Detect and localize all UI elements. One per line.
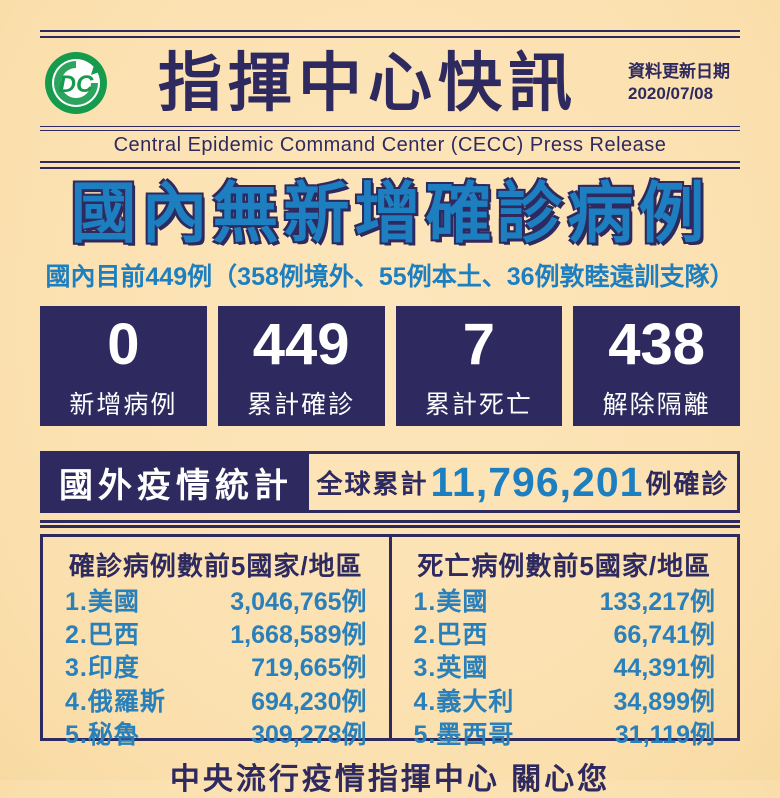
table-row: 2.巴西 1,668,589例 — [63, 621, 369, 650]
global-stats-bar: 國外疫情統計 全球累計 11,796,201 例確診 — [40, 451, 740, 514]
cdc-logo-text: DC — [59, 71, 94, 98]
table-title: 確診病例數前5國家/地區 — [68, 551, 363, 582]
deaths-table: 死亡病例數前5國家/地區 1.美國 133,217例 2.巴西 66,741例 … — [388, 537, 738, 749]
table-row: 4.俄羅斯 694,230例 — [63, 688, 369, 717]
case-count: 31,119例 — [614, 720, 715, 749]
section-double-rule — [40, 520, 740, 529]
case-count: 133,217例 — [599, 587, 715, 616]
header-bottom-rule — [40, 161, 740, 169]
stat-label: 解除隔離 — [602, 390, 711, 419]
global-total-value: 11,796,201 — [430, 458, 644, 505]
country-name: 3.英國 — [413, 654, 489, 683]
case-count: 1,668,589例 — [230, 621, 367, 650]
header: DC 指揮中心快訊 資料更新日期 2020/07/08 — [40, 40, 740, 126]
country-name: 5.墨西哥 — [413, 720, 515, 749]
case-count: 694,230例 — [251, 687, 367, 716]
stat-value: 0 — [107, 311, 140, 377]
stat-label: 累計確診 — [247, 390, 356, 419]
case-count: 34,899例 — [613, 687, 715, 716]
footer-slogan: 中央流行疫情指揮中心 關心您 — [169, 763, 611, 797]
table-row: 5.墨西哥 31,119例 — [412, 721, 718, 750]
stat-new-cases: 0 新增病例 — [40, 306, 207, 427]
table-row: 5.秘魯 309,278例 — [63, 721, 369, 750]
stat-value: 7 — [462, 311, 495, 377]
domestic-breakdown: 國內目前449例（358例境外、55例本土、36例敦睦遠訓支隊） — [45, 263, 735, 292]
stat-label: 新增病例 — [69, 390, 178, 419]
stat-released: 438 解除隔離 — [573, 306, 740, 427]
global-total-suffix: 例確診 — [645, 468, 730, 499]
table-title: 死亡病例數前5國家/地區 — [417, 551, 712, 582]
table-row: 4.義大利 34,899例 — [412, 688, 718, 717]
stat-total-confirmed: 449 累計確診 — [217, 306, 385, 427]
table-row: 1.美國 3,046,765例 — [63, 588, 369, 617]
update-date-value: 2020/07/08 — [628, 84, 714, 103]
global-section-title: 國外疫情統計 — [43, 454, 309, 511]
case-count: 719,665例 — [251, 654, 367, 683]
global-total-prefix: 全球累計 — [316, 468, 429, 499]
country-name: 4.俄羅斯 — [65, 687, 166, 716]
country-name: 4.義大利 — [413, 687, 515, 716]
table-row: 2.巴西 66,741例 — [412, 621, 718, 650]
update-date: 資料更新日期 2020/07/08 — [628, 61, 740, 105]
update-date-label: 資料更新日期 — [628, 61, 730, 81]
country-tables: 確診病例數前5國家/地區 1.美國 3,046,765例 2.巴西 1,668,… — [40, 534, 740, 749]
stat-label: 累計死亡 — [424, 390, 533, 419]
stat-value: 438 — [608, 311, 706, 377]
country-name: 1.美國 — [65, 587, 140, 616]
top-double-rule — [40, 30, 740, 38]
case-count: 3,046,765例 — [230, 587, 367, 616]
press-release-page: DC 指揮中心快訊 資料更新日期 2020/07/08 Central Epid… — [40, 30, 740, 796]
country-name: 3.印度 — [65, 654, 140, 683]
country-name: 5.秘魯 — [65, 720, 140, 749]
table-row: 3.英國 44,391例 — [412, 654, 718, 683]
stat-boxes: 0 新增病例 449 累計確診 7 累計死亡 438 解除隔離 — [40, 306, 740, 427]
stat-total-deaths: 7 累計死亡 — [395, 306, 563, 427]
english-subtitle: Central Epidemic Command Center (CECC) P… — [113, 134, 667, 156]
table-row: 1.美國 133,217例 — [412, 588, 718, 617]
main-headline: 國內無新增確診病例 — [70, 176, 710, 250]
global-total: 全球累計 11,796,201 例確診 — [309, 454, 737, 510]
page-title: 指揮中心快訊 — [158, 47, 578, 119]
case-count: 309,278例 — [251, 720, 367, 749]
stat-value: 449 — [252, 311, 350, 377]
cdc-logo-icon: DC — [45, 52, 107, 114]
confirmed-table: 確診病例數前5國家/地區 1.美國 3,046,765例 2.巴西 1,668,… — [43, 537, 389, 749]
case-count: 66,741例 — [613, 621, 715, 650]
header-thin-rule — [40, 126, 740, 131]
country-name: 2.巴西 — [413, 621, 489, 650]
case-count: 44,391例 — [613, 654, 715, 683]
country-name: 2.巴西 — [65, 621, 140, 650]
table-row: 3.印度 719,665例 — [63, 654, 369, 683]
country-name: 1.美國 — [413, 587, 489, 616]
